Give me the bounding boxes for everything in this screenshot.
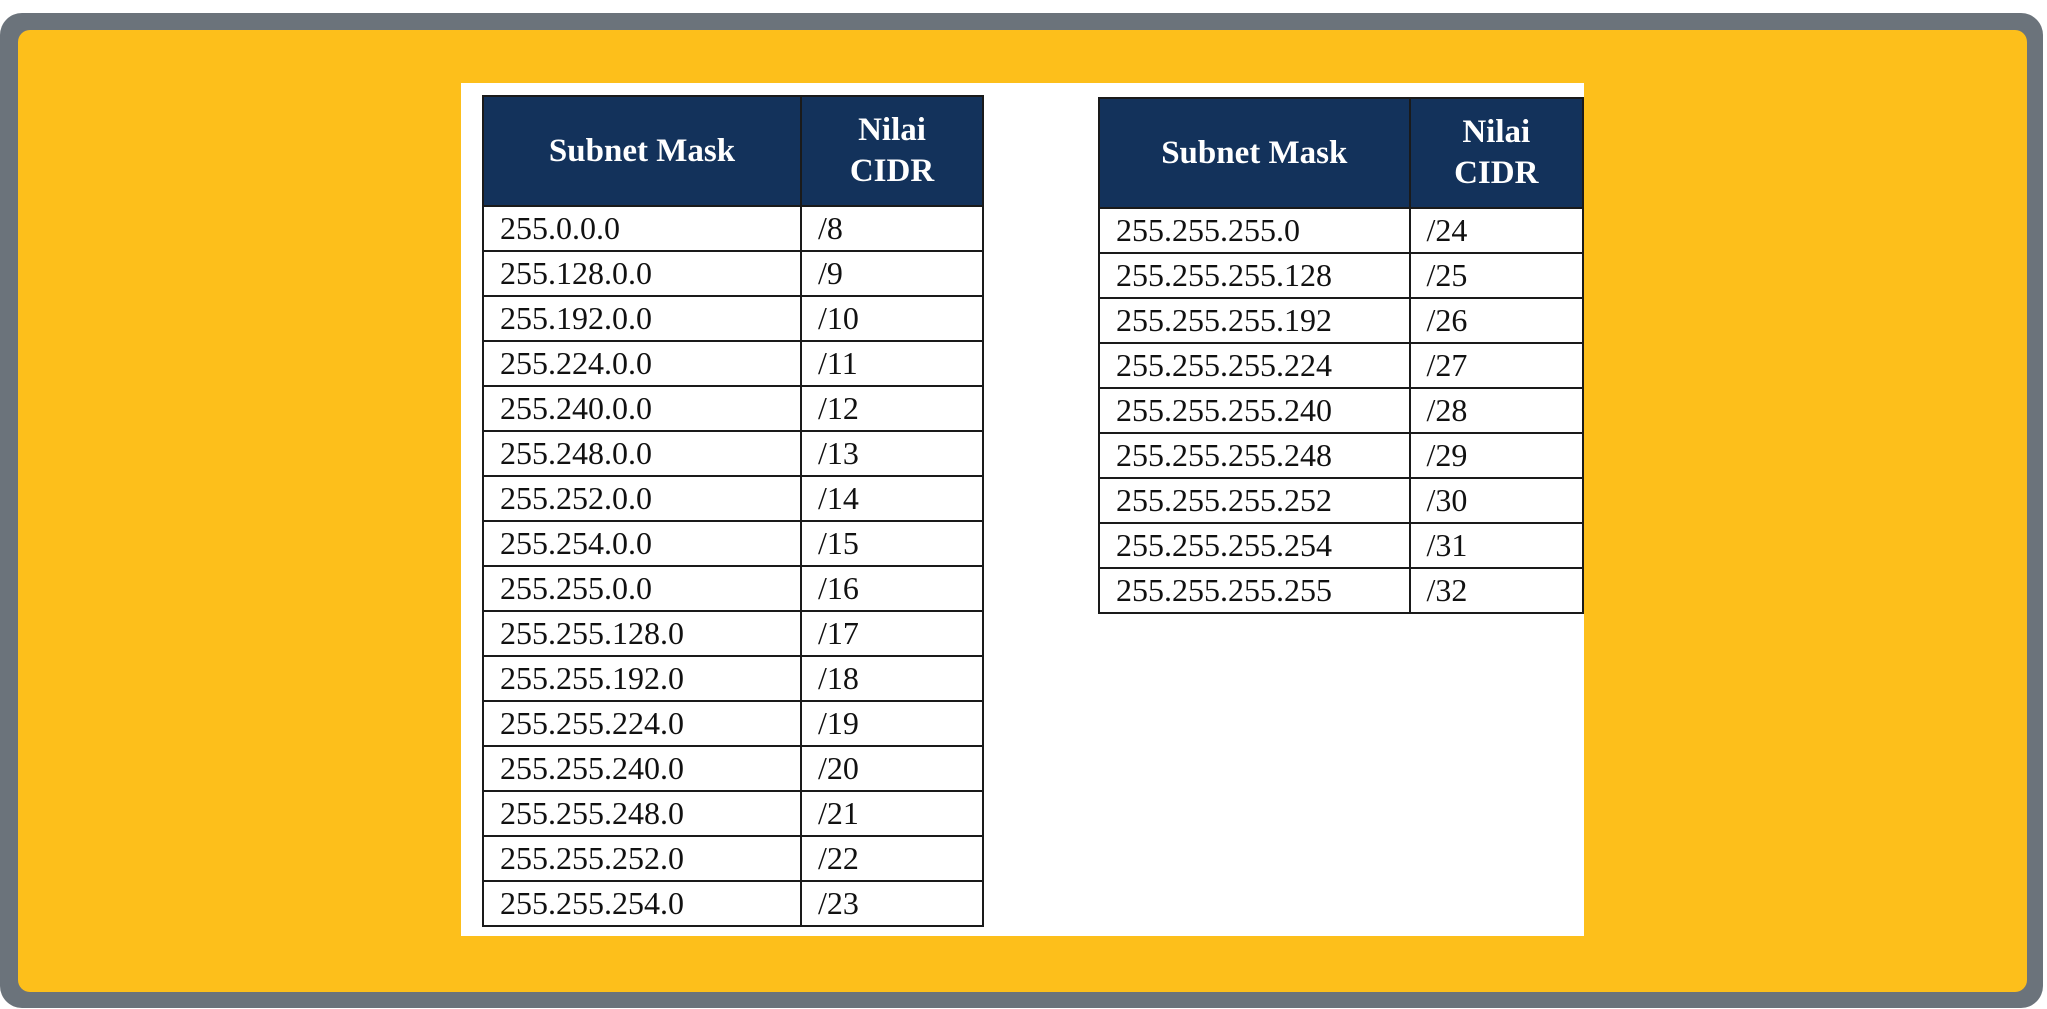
cidr-header: Nilai CIDR	[1408, 97, 1585, 209]
table-row: 255.0.0.0/8	[482, 205, 984, 252]
cidr-value-cell: /12	[800, 385, 984, 432]
table-row: 255.255.224.0/19	[482, 700, 984, 747]
table-row: 255.224.0.0/11	[482, 340, 984, 387]
table-row: 255.128.0.0/9	[482, 250, 984, 297]
subnet-mask-cell: 255.240.0.0	[482, 385, 802, 432]
subnet-mask-cell: 255.224.0.0	[482, 340, 802, 387]
table-row: 255.255.255.224/27	[1098, 342, 1585, 389]
cidr-value-cell: /28	[1408, 387, 1585, 434]
subnet-mask-cell: 255.255.248.0	[482, 790, 802, 837]
cidr-value-cell: /17	[800, 610, 984, 657]
subnet-mask-cell: 255.255.255.248	[1098, 432, 1411, 479]
table-row: 255.255.255.254/31	[1098, 522, 1585, 569]
cidr-value-cell: /18	[800, 655, 984, 702]
subnet-mask-cell: 255.254.0.0	[482, 520, 802, 567]
table-row: 255.255.255.240/28	[1098, 387, 1585, 434]
cidr-value-cell: /23	[800, 880, 984, 927]
cidr-value-cell: /8	[800, 205, 984, 252]
table-row: 255.248.0.0/13	[482, 430, 984, 477]
subnet-mask-cell: 255.252.0.0	[482, 475, 802, 522]
table-row: 255.255.254.0/23	[482, 880, 984, 927]
cidr-value-cell: /19	[800, 700, 984, 747]
subnet-mask-cell: 255.255.255.0	[1098, 207, 1411, 254]
table-row: 255.255.240.0/20	[482, 745, 984, 792]
cidr-header-line2: CIDR	[1454, 155, 1539, 191]
yellow-panel: Subnet Mask Nilai CIDR 255.0.0.0/8 255.128…	[18, 30, 2027, 992]
table-row: 255.255.252.0/22	[482, 835, 984, 882]
cidr-value-cell: /9	[800, 250, 984, 297]
subnet-mask-header: Subnet Mask	[482, 95, 802, 207]
cidr-value-cell: /31	[1408, 522, 1585, 569]
table-row: 255.240.0.0/12	[482, 385, 984, 432]
subnet-mask-cell: 255.255.255.240	[1098, 387, 1411, 434]
cidr-value-cell: /20	[800, 745, 984, 792]
table-row: 255.255.128.0/17	[482, 610, 984, 657]
subnet-mask-cell: 255.255.255.252	[1098, 477, 1411, 524]
subnet-mask-cell: 255.192.0.0	[482, 295, 802, 342]
cidr-header-line1: Nilai	[1462, 114, 1531, 150]
cidr-value-cell: /21	[800, 790, 984, 837]
cidr-value-cell: /29	[1408, 432, 1585, 479]
cidr-value-cell: /16	[800, 565, 984, 612]
header-row: Subnet Mask Nilai CIDR	[1098, 97, 1585, 209]
subnet-mask-cell: 255.255.128.0	[482, 610, 802, 657]
table-row: 255.255.255.0/24	[1098, 207, 1585, 254]
table-row: 255.255.255.252/30	[1098, 477, 1585, 524]
table-row: 255.255.255.248/29	[1098, 432, 1585, 479]
table-row: 255.192.0.0/10	[482, 295, 984, 342]
table-body: 255.0.0.0/8 255.128.0.0/9 255.192.0.0/10 25…	[482, 205, 984, 927]
subnet-mask-cell: 255.255.0.0	[482, 565, 802, 612]
header-row: Subnet Mask Nilai CIDR	[482, 95, 984, 207]
subnet-mask-cell: 255.248.0.0	[482, 430, 802, 477]
subnet-mask-cell: 255.255.224.0	[482, 700, 802, 747]
subnet-mask-cell: 255.255.254.0	[482, 880, 802, 927]
cidr-table-left: Subnet Mask Nilai CIDR 255.0.0.0/8 255.128…	[482, 95, 984, 927]
subnet-mask-cell: 255.0.0.0	[482, 205, 802, 252]
cidr-value-cell: /30	[1408, 477, 1585, 524]
table-body: 255.255.255.0/24 255.255.255.128/25 255.25…	[1098, 207, 1585, 614]
table-sheet: Subnet Mask Nilai CIDR 255.0.0.0/8 255.128…	[461, 83, 1585, 936]
cidr-table-right: Subnet Mask Nilai CIDR 255.255.255.0/24 25…	[1098, 97, 1585, 614]
subnet-mask-cell: 255.255.255.128	[1098, 252, 1411, 299]
cidr-value-cell: /32	[1408, 567, 1585, 614]
cidr-value-cell: /10	[800, 295, 984, 342]
cidr-value-cell: /24	[1408, 207, 1585, 254]
subnet-mask-cell: 255.255.255.255	[1098, 567, 1411, 614]
table-row: 255.255.192.0/18	[482, 655, 984, 702]
table-row: 255.252.0.0/14	[482, 475, 984, 522]
cidr-value-cell: /25	[1408, 252, 1585, 299]
table-row: 255.255.0.0/16	[482, 565, 984, 612]
cidr-header-line1: Nilai	[858, 112, 926, 148]
subnet-mask-cell: 255.128.0.0	[482, 250, 802, 297]
cidr-value-cell: /13	[800, 430, 984, 477]
subnet-mask-header: Subnet Mask	[1098, 97, 1411, 209]
subnet-mask-cell: 255.255.252.0	[482, 835, 802, 882]
cidr-header: Nilai CIDR	[800, 95, 984, 207]
cidr-value-cell: /27	[1408, 342, 1585, 389]
table-row: 255.255.255.128/25	[1098, 252, 1585, 299]
subnet-mask-cell: 255.255.255.192	[1098, 297, 1411, 344]
subnet-mask-cell: 255.255.240.0	[482, 745, 802, 792]
subnet-mask-cell: 255.255.255.254	[1098, 522, 1411, 569]
subnet-mask-cell: 255.255.192.0	[482, 655, 802, 702]
cidr-value-cell: /11	[800, 340, 984, 387]
cidr-value-cell: /15	[800, 520, 984, 567]
cidr-value-cell: /14	[800, 475, 984, 522]
cidr-header-line2: CIDR	[849, 153, 935, 189]
subnet-mask-cell: 255.255.255.224	[1098, 342, 1411, 389]
table-row: 255.255.255.192/26	[1098, 297, 1585, 344]
outer-frame: Subnet Mask Nilai CIDR 255.0.0.0/8 255.128…	[0, 13, 2043, 1008]
table-row: 255.255.248.0/21	[482, 790, 984, 837]
cidr-value-cell: /26	[1408, 297, 1585, 344]
cidr-value-cell: /22	[800, 835, 984, 882]
table-row: 255.254.0.0/15	[482, 520, 984, 567]
table-row: 255.255.255.255/32	[1098, 567, 1585, 614]
